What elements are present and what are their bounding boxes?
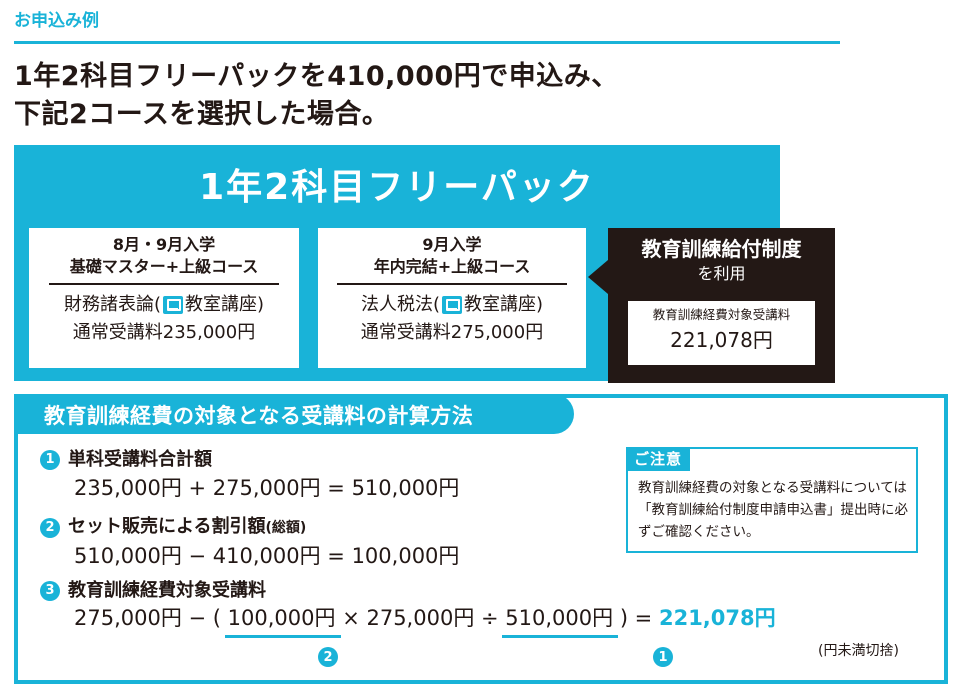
course-heading: 9月入学 年内完結+上級コース (318, 228, 586, 278)
course-name: 年内完結+上級コース (373, 257, 531, 276)
step-title-note: (総額) (265, 520, 307, 536)
reference-badge-1: 1 (653, 647, 673, 667)
step-title: 単科受講料合計額 (68, 449, 212, 470)
classroom-icon (442, 296, 462, 314)
discount-reference: 100,000円 (224, 603, 341, 638)
step-title-main: セット販売による割引額 (68, 516, 266, 537)
course-entry-period: 8月・9月入学 (112, 235, 216, 254)
step-heading: 2 セット販売による割引額(総額) (40, 514, 459, 541)
course-fee: 通常受講料235,000円 (72, 322, 256, 343)
course-card: 9月入学 年内完結+上級コース 法人税法( 教室講座) 通常受講料275,000… (318, 228, 586, 368)
course-fee: 通常受講料275,000円 (360, 322, 544, 343)
course-format: 教室講座) (185, 294, 265, 315)
total-reference: 510,000円 (502, 603, 618, 638)
step-title: 教育訓練経費対象受講料 (68, 580, 266, 601)
step-formula: 510,000円 − 410,000円 = 100,000円 (74, 544, 460, 568)
section-label: お申込み例 (14, 11, 99, 31)
calculation-header-bar (14, 394, 574, 434)
step-number-badge: 1 (40, 450, 60, 470)
classroom-icon (163, 296, 183, 314)
reference-badge-2: 2 (318, 647, 338, 667)
step-number-badge: 2 (40, 517, 60, 538)
formula-close: ) = (619, 606, 653, 630)
course-subject-name: 財務諸表論( (63, 294, 161, 315)
section-divider (14, 41, 840, 44)
subsidy-amount-value: 221,078円 (670, 328, 773, 352)
course-subject: 法人税法( 教室講座) (318, 292, 586, 318)
course-name: 基礎マスター+上級コース (69, 257, 259, 276)
note-box: ご注意 教育訓練経費の対象となる受講料については「教育訓練給付制度申請申込書」提… (626, 447, 918, 553)
course-divider (337, 283, 567, 285)
course-card: 8月・9月入学 基礎マスター+上級コース 財務諸表論( 教室講座) 通常受講料2… (29, 228, 299, 368)
course-format: 教室講座) (464, 294, 544, 315)
step-formula: 235,000円 + 275,000円 = 510,000円 (74, 476, 460, 500)
calculation-title: 教育訓練経費の対象となる受講料の計算方法 (44, 404, 474, 428)
subsidy-box: 教育訓練給付制度 を利用 教育訓練経費対象受講料 221,078円 (588, 228, 835, 383)
formula-middle: × 275,000円 ÷ (342, 606, 499, 630)
headline-line-2: 下記2コースを選択した場合。 (14, 99, 390, 130)
note-text: 教育訓練経費の対象となる受講料については「教育訓練給付制度申請申込書」提出時に必… (638, 480, 908, 540)
subsidy-amount-label: 教育訓練経費対象受講料 (652, 307, 791, 322)
final-result: 221,078円 (658, 606, 776, 630)
subsidy-amount-panel: 教育訓練経費対象受講料 221,078円 (628, 301, 815, 365)
course-entry-period: 9月入学 (422, 235, 482, 254)
headline: 1年2科目フリーパックを410,000円で申込み、 下記2コースを選択した場合。 (14, 58, 619, 134)
course-subject-name: 法人税法( (360, 294, 440, 315)
calc-step-2: 2 セット販売による割引額(総額) 510,000円 − 410,000円 = … (40, 514, 459, 571)
subsidy-subtitle: を利用 (697, 264, 746, 283)
headline-line-1: 1年2科目フリーパックを410,000円で申込み、 (14, 61, 619, 92)
step-title: セット販売による割引額(総額) (68, 514, 306, 541)
calc-step-1: 1 単科受講料合計額 235,000円 + 275,000円 = 510,000… (40, 447, 459, 503)
course-divider (49, 283, 279, 285)
rounding-note: (円未満切捨) (818, 643, 899, 659)
step-heading: 1 単科受講料合計額 (40, 447, 459, 473)
course-subject: 財務諸表論( 教室講座) (29, 292, 299, 318)
pack-title: 1年2科目フリーパック (199, 167, 595, 208)
formula-lead: 275,000円 − ( (74, 606, 221, 630)
step-heading: 3 教育訓練経費対象受講料 (40, 578, 266, 604)
calc-step-3: 3 教育訓練経費対象受講料 (40, 578, 266, 604)
step-number-badge: 3 (40, 581, 60, 601)
subsidy-title: 教育訓練給付制度 (641, 237, 802, 261)
course-heading: 8月・9月入学 基礎マスター+上級コース (29, 228, 299, 278)
final-formula: 275,000円 − ( 100,000円 × 275,000円 ÷ 510,0… (74, 603, 776, 638)
note-tag: ご注意 (626, 447, 691, 471)
